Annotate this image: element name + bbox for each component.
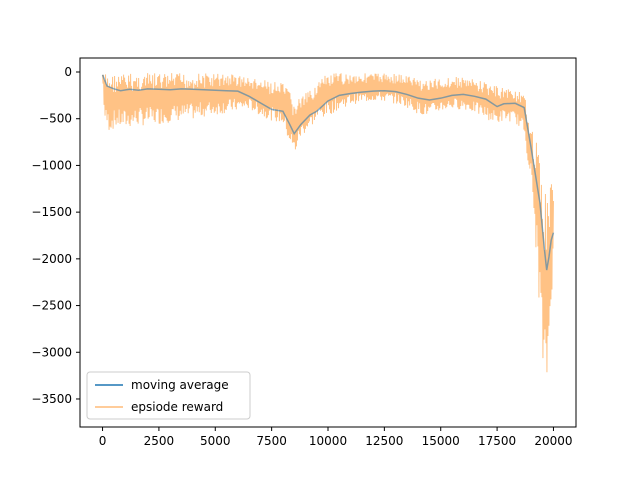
series-line-moving-average: [101, 74, 555, 271]
axes: 0 2500 5000 7500 10000 12500 15000 17500 20000 0 −…: [31, 57, 577, 448]
y-tick-label: −1500: [31, 205, 72, 219]
y-tick-label: −3500: [31, 392, 72, 406]
legend-label-moving-average: moving average: [131, 378, 229, 392]
plot-area: [101, 73, 555, 373]
y-tick-label: −3000: [31, 345, 72, 359]
x-tick-label: 7500: [256, 434, 287, 448]
legend: moving average epsiode reward: [86, 371, 251, 420]
x-tick-label: 0: [99, 434, 107, 448]
x-tick-label: 2500: [144, 434, 175, 448]
series-line-episode-reward: [102, 73, 554, 373]
legend-label-episode-reward: epsiode reward: [131, 400, 223, 414]
x-tick-label: 17500: [478, 434, 516, 448]
y-tick-label: −1000: [31, 158, 72, 172]
x-tick-label: 10000: [309, 434, 347, 448]
y-tick-label: −500: [39, 112, 72, 126]
x-tick-label: 12500: [365, 434, 403, 448]
x-tick-label: 5000: [200, 434, 231, 448]
y-tick-label: −2500: [31, 299, 72, 313]
x-tick-label: 15000: [422, 434, 460, 448]
y-tick-label: 0: [64, 65, 72, 79]
legend-box: [86, 371, 251, 420]
x-tick-label: 20000: [534, 434, 572, 448]
y-tick-label: −2000: [31, 252, 72, 266]
